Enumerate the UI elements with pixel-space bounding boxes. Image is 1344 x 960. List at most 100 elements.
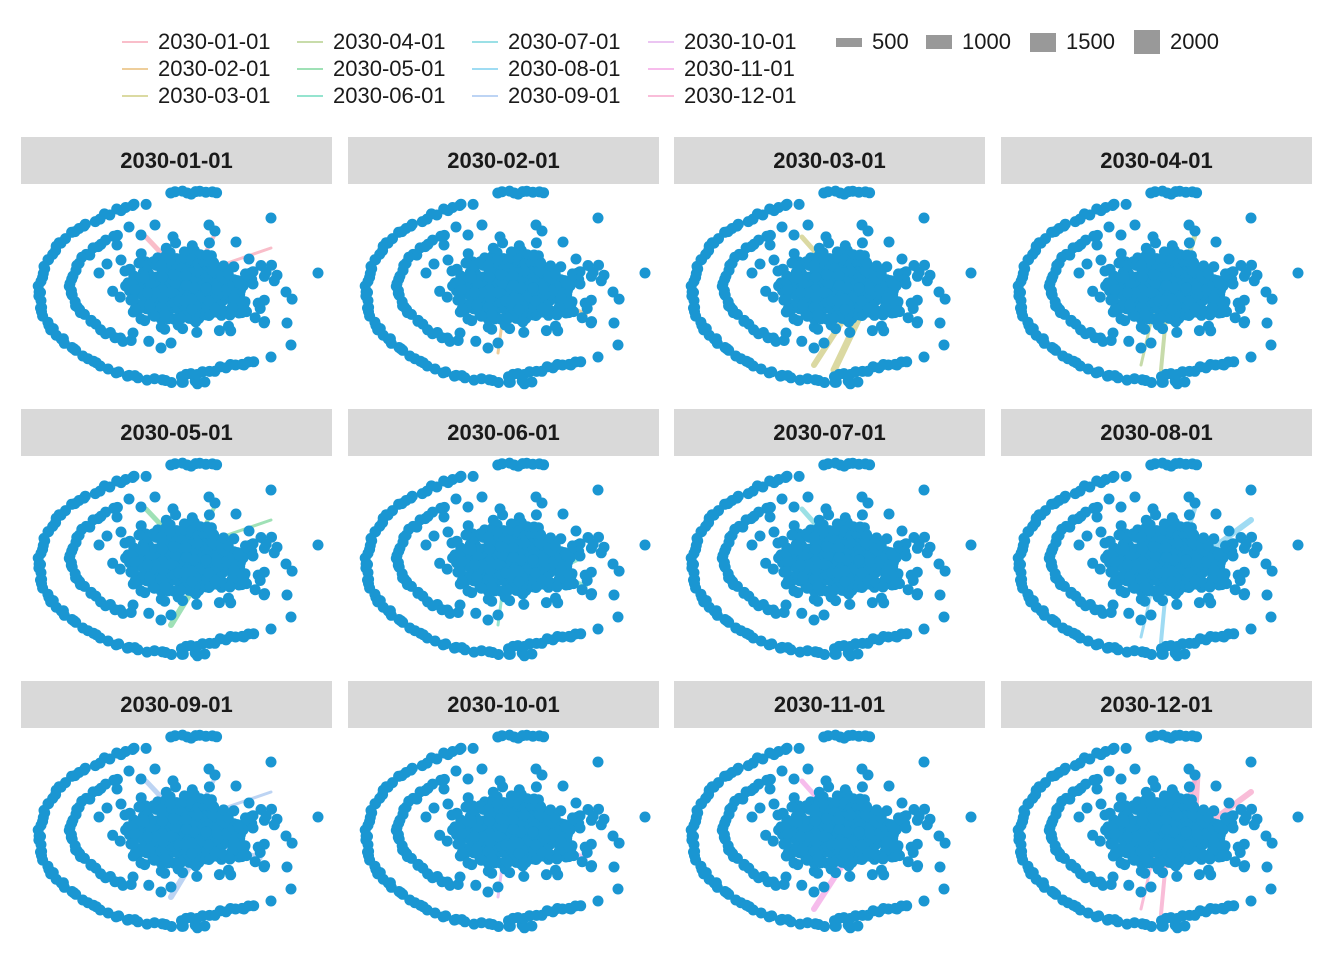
facet-panel: 2030-01-01 [21, 137, 332, 401]
network-node [612, 611, 624, 623]
network-node [517, 588, 529, 600]
network-node [440, 638, 452, 650]
network-plot [32, 457, 324, 662]
network-node [913, 266, 925, 278]
network-node [166, 377, 177, 388]
network-node [450, 493, 462, 505]
network-node [101, 258, 113, 270]
network-node [1112, 372, 1124, 384]
network-node [228, 564, 240, 576]
network-node [111, 239, 123, 251]
network-node [1073, 267, 1085, 279]
facet-title: 2030-02-01 [447, 147, 560, 173]
network-node [280, 286, 292, 298]
network-node [852, 648, 864, 660]
network-node [190, 588, 202, 600]
network-node [1094, 291, 1106, 303]
network-node [1069, 216, 1081, 228]
network-node [476, 491, 488, 503]
network-node [224, 581, 236, 593]
network-node [471, 571, 483, 583]
network-node [165, 286, 176, 298]
network-node [540, 597, 552, 609]
network-node [191, 326, 203, 338]
network-node [575, 356, 587, 368]
network-node [555, 564, 567, 576]
network-node [236, 307, 248, 319]
network-node [435, 502, 447, 514]
network-node [497, 237, 509, 249]
network-node [132, 644, 144, 656]
legend-key-width [1134, 30, 1160, 54]
network-node [1170, 316, 1182, 328]
legend-label: 2000 [1170, 29, 1219, 54]
network-node [639, 539, 651, 551]
network-node [177, 595, 189, 607]
legend-label: 1000 [962, 29, 1011, 54]
network-node [115, 254, 127, 266]
network-node [1183, 237, 1195, 249]
network-node [528, 249, 540, 261]
network-node [148, 310, 160, 322]
network-node [465, 544, 477, 556]
network-node [462, 585, 474, 597]
network-node [830, 323, 842, 335]
network-node [190, 316, 202, 328]
network-node [108, 502, 120, 514]
network-node [860, 265, 872, 277]
network-node [853, 282, 865, 294]
network-node [921, 275, 933, 287]
network-node [833, 542, 845, 554]
network-node [203, 509, 215, 521]
facet-strip: 2030-03-01 [674, 137, 985, 184]
network-node [883, 508, 895, 520]
legend: 2030-01-01 2030-02-01 2030-03-01 2030-04-01… [0, 0, 1344, 120]
legend-label: 2030-08-01 [508, 56, 621, 81]
network-node [232, 276, 244, 288]
network-node [1115, 313, 1127, 325]
network-node [536, 225, 548, 237]
network-node [1157, 323, 1169, 335]
network-node [238, 631, 250, 643]
network-node [268, 275, 280, 287]
network-node [843, 316, 855, 328]
network-node [587, 266, 599, 278]
network-node [505, 518, 517, 530]
network-node [855, 295, 867, 307]
network-node [1193, 325, 1205, 337]
network-node [576, 584, 588, 596]
network-node [312, 539, 324, 551]
network-node [761, 502, 773, 514]
legend-key-width [1030, 32, 1056, 52]
facet-strip: 2030-05-01 [21, 409, 332, 456]
network-node [526, 376, 538, 388]
network-node [1187, 265, 1199, 277]
legend-label: 2030-11-01 [684, 56, 795, 81]
network-node [181, 552, 193, 563]
network-node [559, 548, 571, 560]
legend-label: 2030-01-01 [158, 29, 271, 54]
legend-item-edge: 2030-07-01 [472, 29, 621, 55]
network-node [802, 219, 814, 231]
facet-title: 2030-05-01 [120, 419, 233, 445]
network-node [1093, 366, 1105, 378]
network-node [513, 565, 525, 577]
network-node [186, 576, 198, 587]
network-plot [359, 185, 651, 390]
network-node [877, 309, 889, 321]
legend-item-edge: 2030-04-01 [297, 29, 446, 55]
network-node [863, 555, 875, 567]
network-node [585, 566, 597, 578]
network-node [1189, 225, 1201, 237]
network-node [446, 537, 458, 549]
network-node [864, 187, 876, 199]
network-node [135, 585, 147, 597]
network-node [438, 239, 450, 251]
network-node [1081, 258, 1093, 270]
network-node [507, 542, 519, 554]
network-node [119, 537, 131, 549]
network-node [108, 230, 120, 242]
network-node [493, 377, 504, 388]
network-node [1248, 275, 1260, 287]
network-node [782, 556, 794, 568]
